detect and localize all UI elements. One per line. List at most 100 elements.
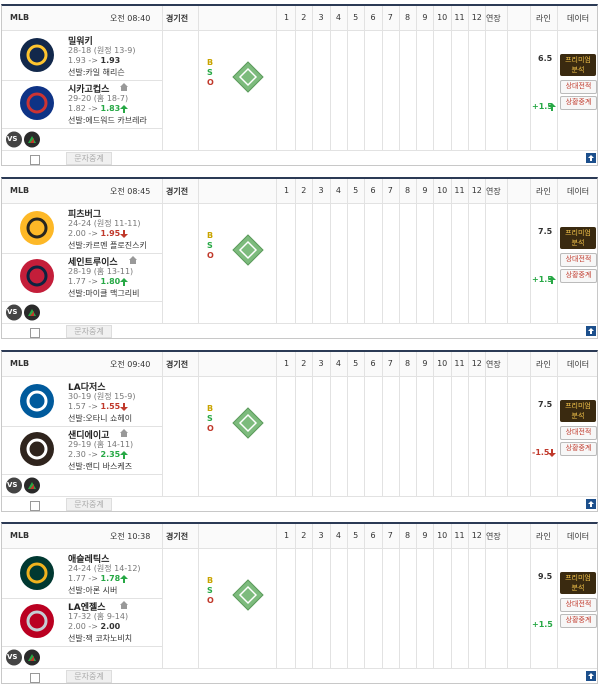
- column-line: [450, 179, 452, 323]
- column-line: [295, 179, 296, 323]
- live-button[interactable]: 상황중계: [560, 269, 597, 283]
- premium-text: 분석: [571, 239, 585, 247]
- inning-header: 2: [301, 531, 307, 540]
- column-line: [557, 352, 558, 496]
- team-name: LA다저스: [68, 383, 106, 393]
- game-status: 경기전: [166, 532, 189, 541]
- premium-text: 프리미엄: [565, 229, 591, 237]
- vs-icon-bg: [6, 304, 40, 321]
- up-arrow: [588, 673, 594, 679]
- extra-header: 연장: [486, 187, 501, 196]
- column-line: [468, 524, 469, 668]
- diamond: [232, 407, 264, 439]
- inning-header: 12: [471, 531, 482, 540]
- team-record: 17-32 (홈 9-14): [68, 612, 129, 621]
- count-label: B: [207, 576, 214, 585]
- hl: [2, 128, 162, 129]
- league: MLB: [10, 531, 30, 540]
- column-line: [329, 6, 331, 150]
- column-line: [198, 524, 199, 668]
- column-line: [485, 179, 487, 323]
- inning-header: 1: [283, 359, 290, 368]
- vs-icon-bg: [6, 649, 40, 666]
- column-line: [364, 352, 366, 496]
- team-logo: [20, 259, 54, 293]
- column-line: [346, 352, 348, 496]
- team-logo: [20, 38, 54, 72]
- record-button[interactable]: 상대전적: [560, 426, 597, 440]
- inning-header: 7: [387, 359, 393, 368]
- odds-open: 2.00: [68, 229, 86, 238]
- premium-button[interactable]: 프리미엄 분석: [560, 54, 596, 76]
- team-name: 애슬레틱스: [68, 555, 110, 565]
- team-name: 밀워키: [68, 37, 93, 47]
- trend-arrow: [120, 575, 128, 583]
- scroll-top[interactable]: [586, 326, 596, 336]
- team-logo: [20, 604, 54, 638]
- column-line: [507, 352, 508, 496]
- trend-arrow: [120, 403, 128, 411]
- column-line: [450, 6, 452, 150]
- odds-open: 1.57: [68, 402, 86, 411]
- inning-header: 8: [405, 531, 411, 540]
- text-live-button[interactable]: 문자중계: [66, 152, 112, 165]
- team-record: 30-19 (원정 15-9): [68, 392, 136, 401]
- premium-button[interactable]: 프리미엄 분석: [560, 400, 596, 422]
- record-button[interactable]: 상대전적: [560, 253, 597, 267]
- inning-header: 8: [405, 13, 411, 22]
- record-button[interactable]: 상대전적: [560, 80, 597, 94]
- inning-header: 6: [370, 531, 376, 540]
- column-line: [329, 179, 331, 323]
- column-line: [485, 524, 487, 668]
- count-label: B: [207, 231, 214, 240]
- game-status: 경기전: [166, 360, 189, 369]
- scroll-top[interactable]: [586, 671, 596, 681]
- text-live-button[interactable]: 문자중계: [66, 325, 112, 338]
- column-line: [276, 6, 277, 150]
- live-button[interactable]: 상황중계: [560, 442, 597, 456]
- scroll-top[interactable]: [586, 153, 596, 163]
- odds-open: 1.82: [68, 104, 86, 113]
- line-total: 7.5: [538, 400, 553, 409]
- text-live-button[interactable]: 문자중계: [66, 498, 112, 511]
- team-record: 24-24 (원정 14-12): [68, 564, 141, 573]
- home-icon: [119, 83, 128, 91]
- inning-header: 6: [370, 13, 376, 22]
- inning-header: 10: [437, 531, 448, 540]
- odds-sep: ->: [88, 622, 98, 631]
- count-label: S: [207, 414, 213, 423]
- checkbox[interactable]: [30, 673, 40, 683]
- inning-header: 2: [301, 186, 307, 195]
- text-live-button[interactable]: 문자중계: [66, 670, 112, 683]
- premium-text: 분석: [571, 584, 585, 592]
- data-header: 데이터: [567, 187, 590, 196]
- premium-button[interactable]: 프리미엄 분석: [560, 572, 596, 594]
- odds-now: 1.55: [100, 402, 121, 411]
- column-line: [381, 6, 383, 150]
- premium-text: 분석: [571, 66, 585, 74]
- trend-arrow: [120, 105, 128, 113]
- checkbox[interactable]: [30, 155, 40, 165]
- inning-header: 3: [318, 359, 324, 368]
- live-button[interactable]: 상황중계: [560, 96, 597, 110]
- scroll-top[interactable]: [586, 499, 596, 509]
- hl: [2, 80, 162, 81]
- trend-arrow: [548, 276, 556, 284]
- league: MLB: [10, 186, 30, 195]
- hl: [2, 668, 597, 669]
- checkbox[interactable]: [30, 501, 40, 511]
- column-line: [416, 352, 418, 496]
- record-button[interactable]: 상대전적: [560, 598, 597, 612]
- hl: [2, 474, 162, 475]
- column-line: [364, 6, 366, 150]
- hl: [2, 496, 597, 497]
- pitcher: 선발:카르멘 플로진스키: [68, 241, 147, 250]
- extra-header: 연장: [486, 532, 501, 541]
- checkbox[interactable]: [30, 328, 40, 338]
- live-button[interactable]: 상황중계: [560, 614, 597, 628]
- team-record: 28-19 (홈 13-11): [68, 267, 134, 276]
- vs-label: VS: [7, 308, 18, 316]
- column-line: [346, 6, 348, 150]
- odds: 1.93 -> 1.93: [68, 56, 120, 65]
